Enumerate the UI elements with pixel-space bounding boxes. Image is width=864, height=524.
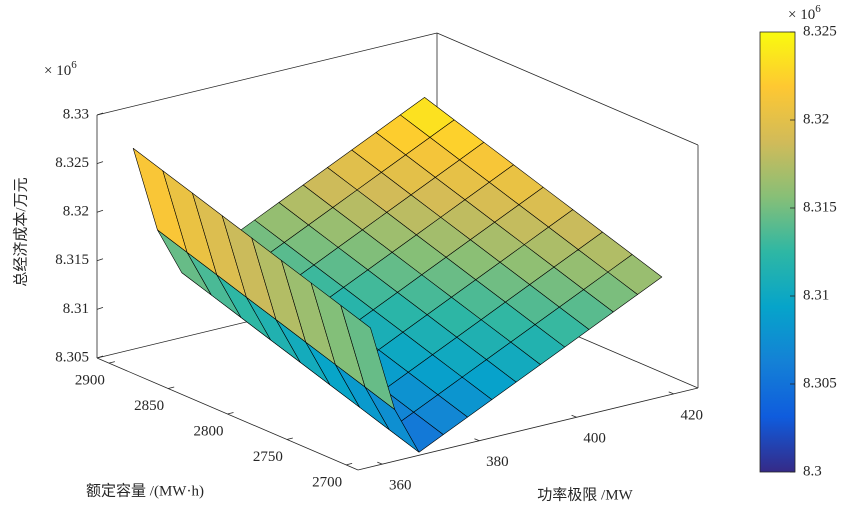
y-tick bbox=[168, 386, 175, 389]
colorbar-tick-label: 8.305 bbox=[803, 375, 837, 391]
y-tick-label: 2750 bbox=[253, 449, 283, 465]
x-tick-label: 380 bbox=[486, 454, 509, 470]
z-tick bbox=[96, 258, 104, 262]
box-edge bbox=[436, 32, 699, 146]
y-tick-label: 2900 bbox=[75, 373, 105, 389]
x-tick-label: 420 bbox=[680, 407, 703, 423]
labels: 总经济成本/万元 功率极限 /MW 额定容量 /(MW·h) × 106 × 1… bbox=[12, 3, 821, 504]
x-axis-line bbox=[357, 387, 699, 471]
colorbar-multiplier-power: 6 bbox=[815, 3, 821, 15]
z-multiplier: × 106 bbox=[44, 59, 77, 80]
surface-patch bbox=[340, 305, 396, 410]
y-tick-label: 2850 bbox=[134, 398, 164, 414]
y-tick-label: 2800 bbox=[194, 423, 224, 439]
z-multiplier-power: 6 bbox=[71, 59, 77, 71]
z-tick-label: 8.32 bbox=[63, 204, 89, 220]
colorbar-tick-label: 8.3 bbox=[803, 463, 822, 479]
z-tick bbox=[96, 161, 104, 164]
x-tick bbox=[377, 461, 383, 465]
z-tick-label: 8.31 bbox=[63, 301, 89, 317]
x-tick-label: 360 bbox=[389, 478, 412, 494]
z-tick-label: 8.325 bbox=[55, 155, 89, 171]
z-axis-label: 总经济成本/万元 bbox=[12, 177, 29, 286]
y-axis-label: 额定容量 /(MW·h) bbox=[86, 482, 204, 499]
colorbar-tick-label: 8.325 bbox=[803, 23, 837, 39]
z-tick bbox=[96, 112, 104, 116]
colorbar bbox=[759, 31, 796, 473]
z-tick bbox=[96, 355, 104, 359]
y-tick bbox=[286, 437, 293, 440]
z-tick-label: 8.305 bbox=[55, 349, 89, 365]
colorbar-multiplier-base: × 10 bbox=[788, 7, 815, 23]
z-tick-label: 8.315 bbox=[55, 252, 89, 268]
colorbar-multiplier: × 106 bbox=[788, 3, 821, 24]
colorbar-tick-label: 8.315 bbox=[803, 199, 837, 215]
surface bbox=[132, 97, 663, 453]
x-tick bbox=[668, 391, 674, 395]
x-axis-label: 功率极限 /MW bbox=[537, 486, 633, 503]
y-tick bbox=[227, 412, 234, 415]
y-tick-label: 2700 bbox=[312, 474, 342, 490]
box-edge bbox=[96, 32, 438, 116]
colorbar-tick-label: 8.32 bbox=[803, 111, 829, 127]
x-tick bbox=[474, 438, 480, 442]
colorbar-tick-label: 8.31 bbox=[803, 287, 829, 303]
z-tick-label: 8.33 bbox=[63, 106, 89, 122]
z-multiplier-base: × 10 bbox=[44, 63, 71, 79]
y-tick bbox=[346, 463, 353, 466]
z-tick bbox=[96, 307, 104, 310]
x-tick bbox=[571, 414, 577, 418]
z-tick bbox=[96, 209, 104, 213]
x-tick-label: 400 bbox=[583, 431, 606, 447]
y-tick bbox=[108, 361, 115, 364]
